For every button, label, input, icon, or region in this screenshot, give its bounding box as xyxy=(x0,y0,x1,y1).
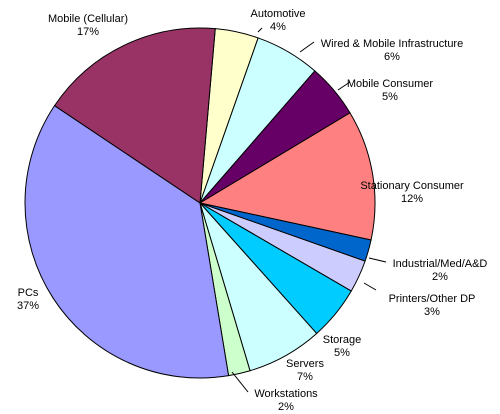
slice-label-storage: Storage xyxy=(323,334,362,346)
leader-line-wired-mobile-infrastructure xyxy=(299,41,315,53)
slice-label-industrial-med-a-d: Industrial/Med/A&D xyxy=(393,258,488,270)
slice-percent-mobile-consumer: 5% xyxy=(382,91,398,103)
slice-percent-servers: 7% xyxy=(297,371,313,383)
slice-label-mobile-consumer: Mobile Consumer xyxy=(347,78,434,90)
pie-slice-mobile-cellular xyxy=(53,27,216,204)
slice-label-printers-other-dp: Printers/Other DP xyxy=(389,293,476,305)
slice-percent-wired-mobile-infrastructure: 6% xyxy=(384,51,400,63)
slice-percent-industrial-med-a-d: 2% xyxy=(432,271,448,283)
slice-label-workstations: Workstations xyxy=(254,388,318,400)
slice-percent-pcs: 37% xyxy=(17,300,39,312)
slice-label-pcs: PCs xyxy=(18,287,39,299)
slice-label-automotive: Automotive xyxy=(250,8,305,20)
slice-label-wired-mobile-infrastructure: Wired & Mobile Infrastructure xyxy=(321,38,463,50)
slice-percent-printers-other-dp: 3% xyxy=(424,306,440,318)
slice-label-mobile-cellular: Mobile (Cellular) xyxy=(48,13,128,25)
slice-percent-workstations: 2% xyxy=(278,401,294,413)
leader-line-industrial-med-a-d xyxy=(368,257,387,263)
leader-line-mobile-consumer xyxy=(337,81,351,91)
slice-percent-mobile-cellular: 17% xyxy=(77,26,99,38)
leader-line-printers-other-dp xyxy=(363,282,377,291)
pie-slice-pcs xyxy=(24,104,230,379)
slice-label-stationary-consumer: Stationary Consumer xyxy=(360,180,464,192)
pie-slice-stationary-consumer xyxy=(198,112,376,241)
leader-line-automotive xyxy=(257,27,263,33)
slice-percent-storage: 5% xyxy=(334,347,350,359)
leader-lines-layer xyxy=(231,27,387,393)
slice-percent-automotive: 4% xyxy=(270,21,286,33)
leader-line-workstations xyxy=(231,371,249,393)
slices-layer xyxy=(24,27,376,379)
slice-label-servers: Servers xyxy=(286,358,324,370)
slice-percent-stationary-consumer: 12% xyxy=(401,193,423,205)
